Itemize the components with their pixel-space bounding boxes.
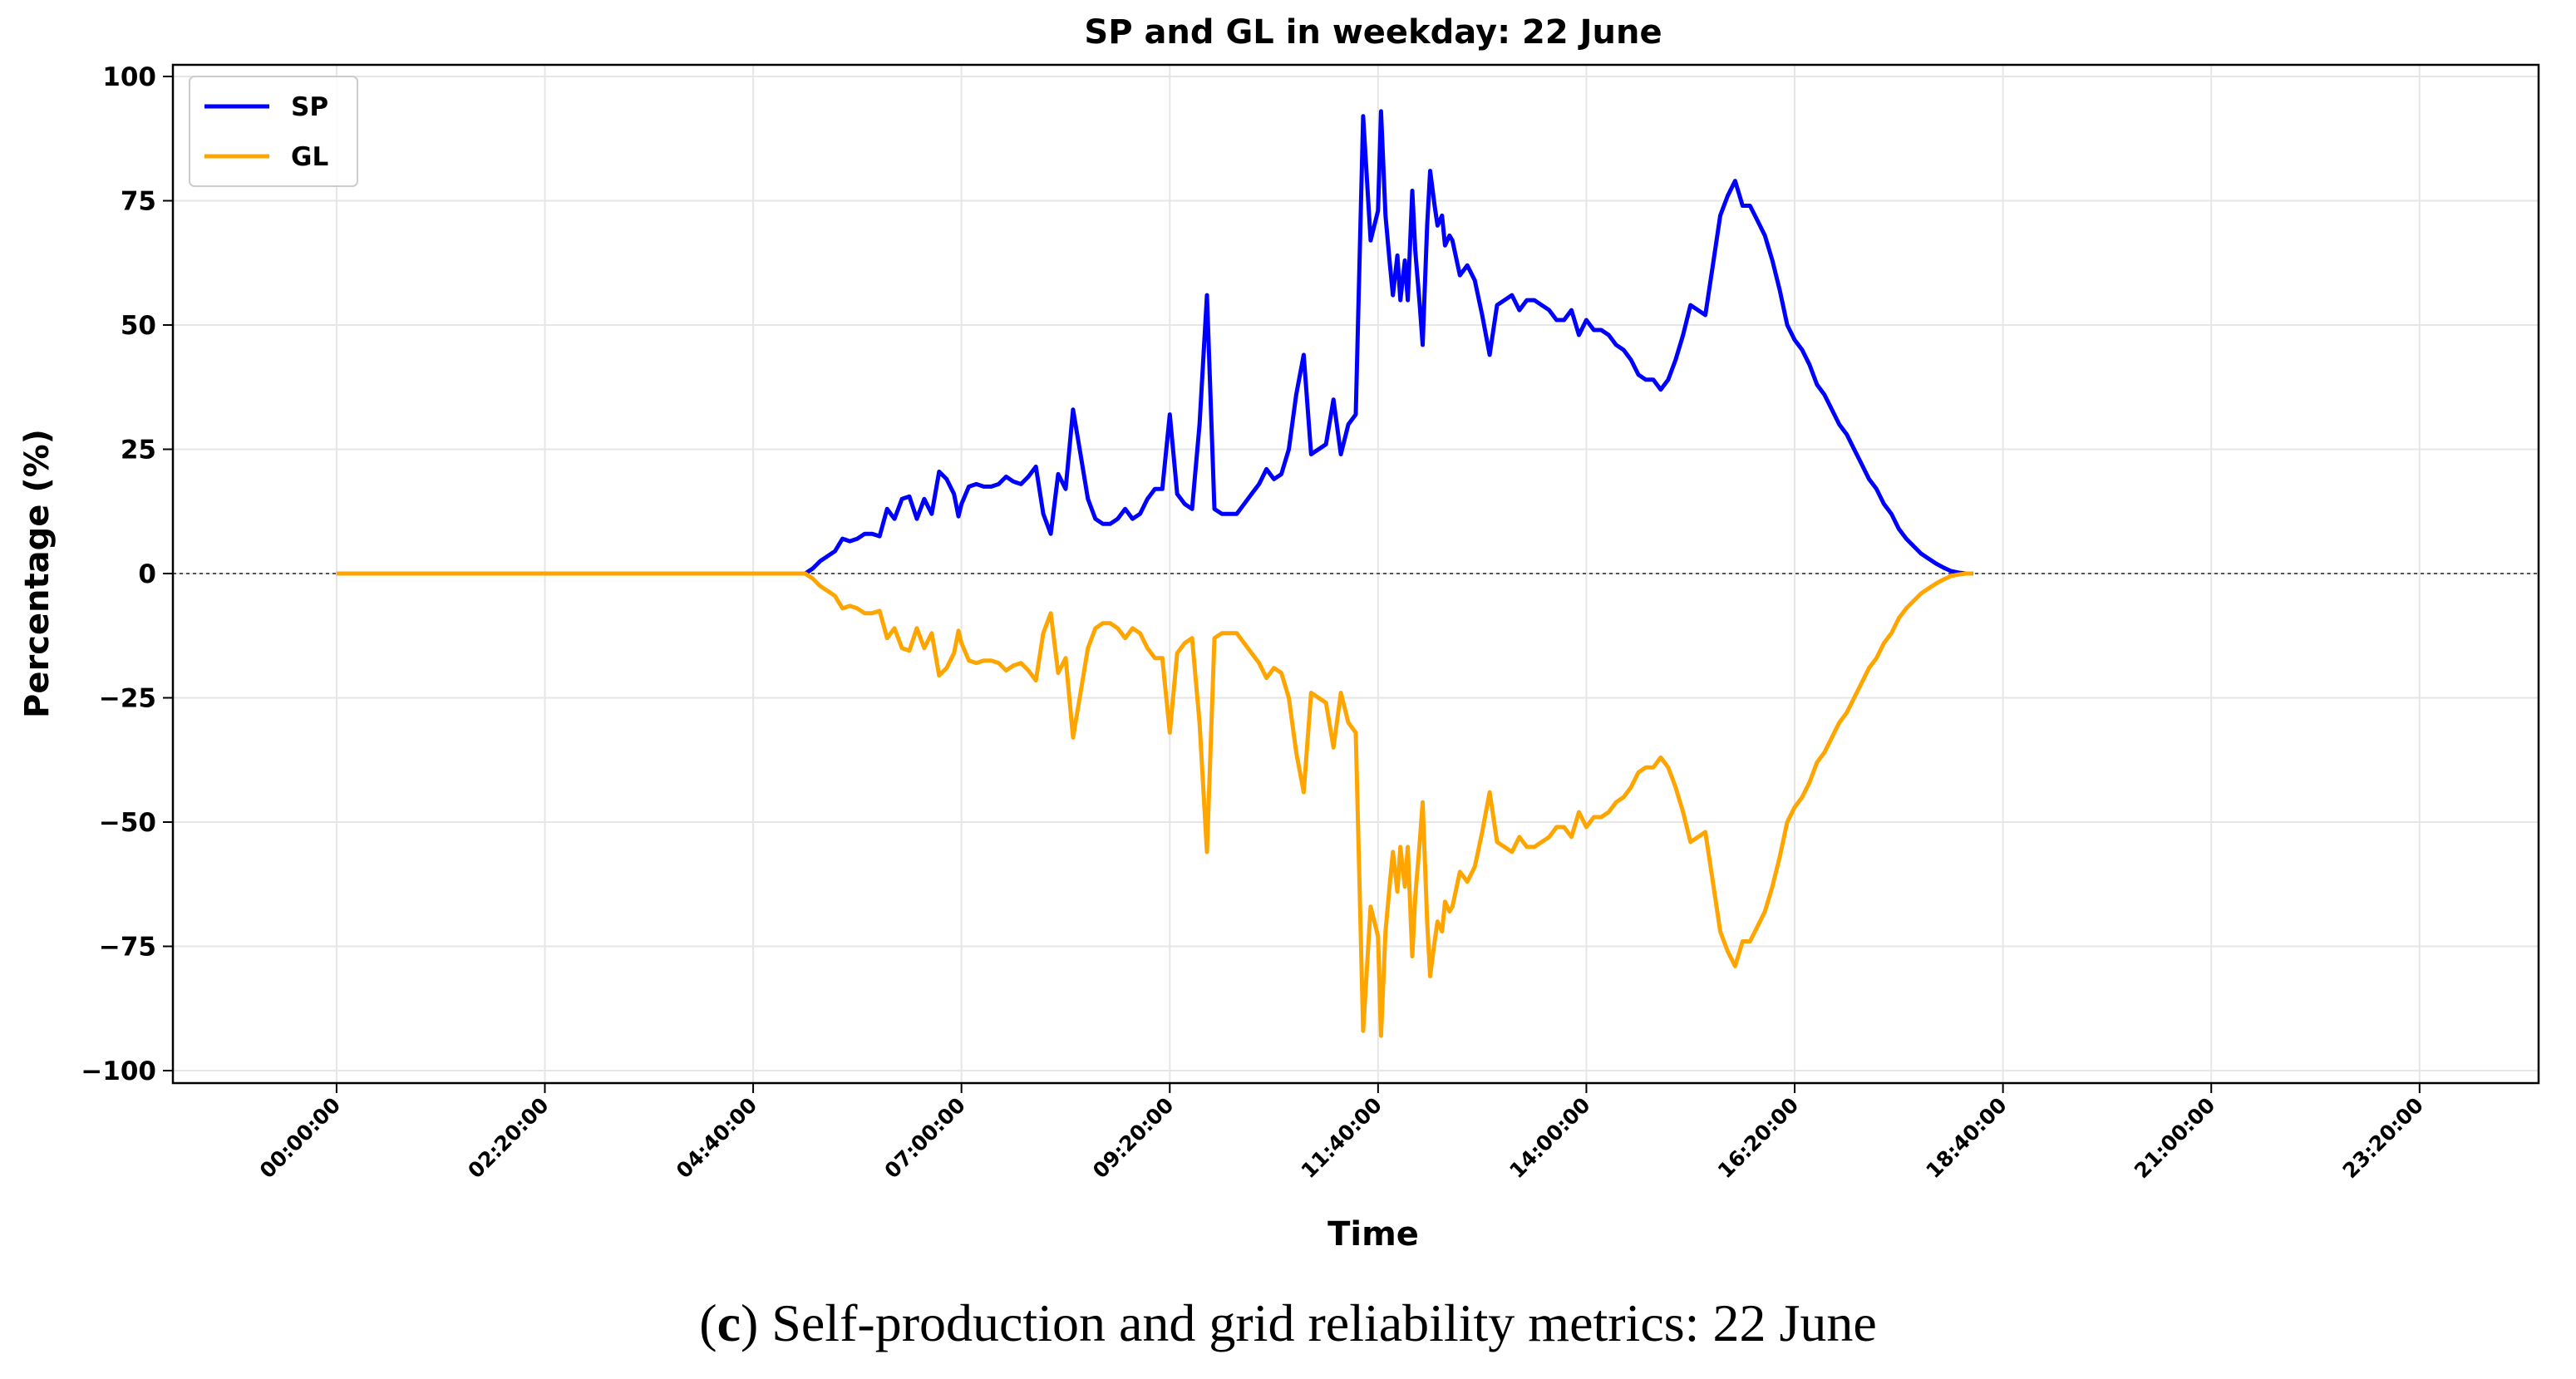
chart-title: SP and GL in weekday: 22 June bbox=[1084, 13, 1662, 52]
x-tick-label: 23:20:00 bbox=[2338, 1093, 2428, 1183]
y-tick-label: 0 bbox=[138, 559, 156, 589]
y-tick-label: 25 bbox=[121, 436, 156, 465]
legend-label-gl: GL bbox=[291, 142, 328, 172]
x-axis-label: Time bbox=[1327, 1215, 1419, 1253]
x-tick-label: 02:20:00 bbox=[463, 1093, 553, 1183]
legend: SP GL bbox=[189, 76, 358, 187]
y-tick-label: 50 bbox=[121, 311, 156, 341]
legend-label-sp: SP bbox=[291, 92, 328, 122]
caption-letter: c bbox=[717, 1293, 741, 1352]
caption-text: ) Self-production and grid reliability m… bbox=[740, 1293, 1877, 1352]
y-tick-label: −25 bbox=[99, 684, 156, 714]
y-axis-label: Percentage (%) bbox=[18, 429, 57, 718]
figure-caption: (c) Self-production and grid reliability… bbox=[0, 1293, 2576, 1354]
x-tick-label: 16:20:00 bbox=[1713, 1093, 1803, 1183]
x-tick-label: 07:00:00 bbox=[879, 1093, 969, 1183]
x-axis: 00:00:00 02:20:00 04:40:00 07:00:00 09:20:00… bbox=[255, 1083, 2428, 1183]
caption-open: ( bbox=[699, 1293, 717, 1352]
x-tick-label: 18:40:00 bbox=[1921, 1093, 2011, 1183]
y-tick-label: −50 bbox=[99, 808, 156, 838]
x-tick-label: 09:20:00 bbox=[1088, 1093, 1178, 1183]
x-tick-label: 14:00:00 bbox=[1505, 1093, 1594, 1183]
x-tick-label: 04:40:00 bbox=[672, 1093, 761, 1183]
legend-box bbox=[189, 76, 358, 187]
x-tick-label: 00:00:00 bbox=[255, 1093, 345, 1183]
x-tick-label: 11:40:00 bbox=[1297, 1093, 1387, 1183]
series-sp-line bbox=[336, 109, 1973, 576]
series-gl-line bbox=[336, 571, 1973, 1038]
y-tick-label: 75 bbox=[121, 187, 156, 217]
y-axis: 100 75 50 25 0 −25 −50 −75 −100 bbox=[81, 62, 173, 1086]
x-tick-label: 21:00:00 bbox=[2130, 1093, 2219, 1183]
series-layer bbox=[336, 109, 1973, 1038]
y-tick-label: 100 bbox=[102, 62, 156, 92]
y-tick-label: −75 bbox=[99, 933, 156, 963]
chart: SP and GL in weekday: 22 June 100 75 50 25 0… bbox=[18, 13, 2540, 1253]
y-tick-label: −100 bbox=[81, 1056, 156, 1086]
